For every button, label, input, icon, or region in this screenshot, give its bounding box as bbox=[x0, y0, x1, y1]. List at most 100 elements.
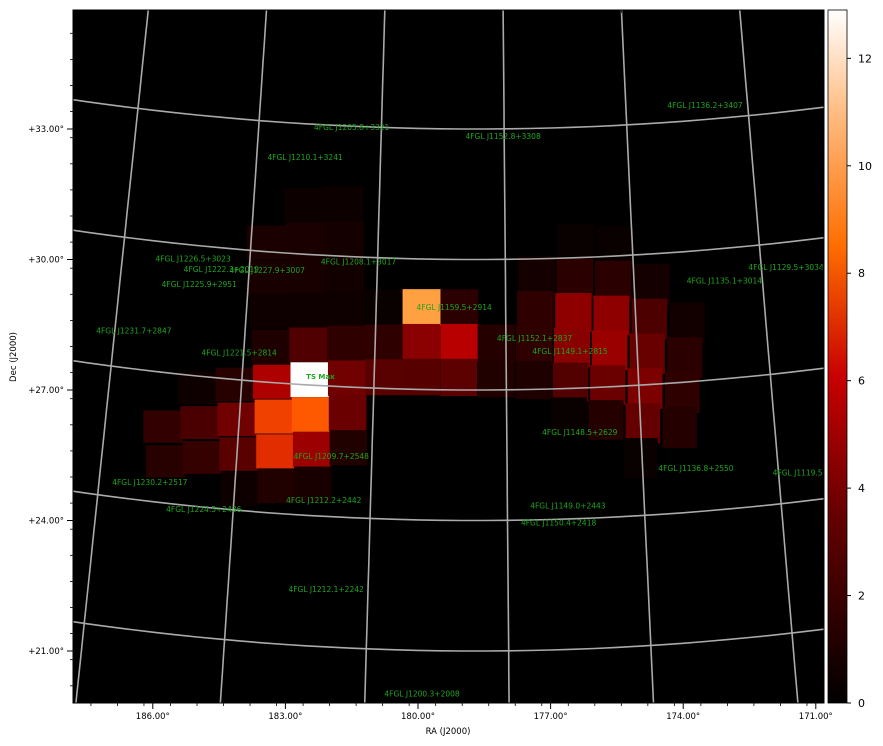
source-label: 4FGL J1129.5+3034 bbox=[748, 263, 824, 272]
heatmap-pixel bbox=[328, 395, 367, 431]
source-label: 4FGL J1135.1+3014 bbox=[687, 277, 763, 286]
colorbar-ticks: 0 2 4 6 8 10 12 bbox=[847, 52, 872, 710]
source-label: 4FGL J1136.8+2550 bbox=[658, 464, 734, 473]
heatmap-pixel bbox=[664, 372, 700, 414]
heatmap-pixel bbox=[594, 260, 632, 301]
heatmap-pixel bbox=[365, 359, 403, 396]
x-tick-label: 177.00° bbox=[534, 712, 568, 722]
heatmap-pixel bbox=[478, 324, 516, 363]
heatmap-pixel bbox=[246, 225, 287, 260]
heatmap-pixel bbox=[590, 365, 626, 405]
heatmap-pixel bbox=[324, 221, 364, 257]
heatmap-pixel bbox=[551, 397, 587, 437]
heatmap-pixel bbox=[323, 186, 364, 222]
heatmap-pixel bbox=[286, 257, 327, 293]
dec-gridline bbox=[73, 98, 824, 130]
source-label: 4FGL J1136.2+3407 bbox=[667, 101, 743, 110]
heatmap-pixel bbox=[327, 325, 366, 362]
source-label: 4FGL J1119.5+2557 bbox=[773, 469, 849, 478]
y-tick-label: +24.00° bbox=[28, 517, 64, 527]
heatmap-pixel bbox=[217, 402, 257, 437]
colorbar-tick-label: 10 bbox=[858, 160, 872, 173]
colorbar-tick-label: 0 bbox=[858, 697, 865, 710]
y-tick-label: +21.00° bbox=[28, 647, 64, 657]
heatmap-pixel bbox=[440, 323, 478, 362]
dec-gridline bbox=[73, 490, 824, 522]
source-label: 4FGL J1152.8+3308 bbox=[465, 132, 541, 141]
source-label: 4FGL J1149.1+2815 bbox=[532, 347, 608, 356]
source-labels: 4FGL J1136.2+3407 4FGL J1205.8+3321 4FGL J… bbox=[96, 101, 849, 699]
heatmap-pixel bbox=[289, 327, 328, 363]
source-label: 4FGL J1231.7+2847 bbox=[96, 326, 172, 335]
heatmap-pixel bbox=[402, 289, 441, 326]
heatmap-pixel bbox=[623, 437, 658, 479]
heatmap-pixel bbox=[257, 469, 296, 504]
heatmap-pixel bbox=[329, 430, 367, 466]
heatmap-pixel bbox=[219, 437, 258, 471]
source-label: 4FGL J1150.4+2418 bbox=[521, 518, 597, 527]
heatmap-pixel bbox=[325, 256, 365, 292]
heatmap-pixel bbox=[627, 368, 663, 409]
source-label: 4FGL J1205.8+3321 bbox=[314, 123, 390, 132]
heatmap-pixel bbox=[248, 260, 289, 295]
heatmap-pixel bbox=[326, 290, 365, 327]
source-label: 4FGL J1208.1+3017 bbox=[321, 258, 397, 267]
colorbar-tick-label: 12 bbox=[858, 52, 872, 65]
heatmap-pixel bbox=[669, 302, 706, 344]
heatmap-pixel bbox=[256, 434, 295, 469]
source-label: 4FGL J1159.5+2914 bbox=[416, 303, 492, 312]
source-label: 4FGL J1212.2+2442 bbox=[286, 496, 362, 505]
heatmap-pixel bbox=[364, 324, 403, 361]
heatmap-pixel bbox=[555, 293, 592, 333]
ra-gridline bbox=[620, 10, 655, 703]
source-label: 4FGL J1221.5+2814 bbox=[202, 349, 278, 358]
y-axis-ticks: +33.00° +30.00° +27.00° +24.00° +21.00° bbox=[28, 32, 824, 687]
source-label: 4FGL J1226.5+3023 bbox=[155, 254, 231, 263]
heatmap-pixel bbox=[588, 400, 624, 440]
heatmap-pixel bbox=[251, 329, 291, 365]
x-tick-label: 186.00° bbox=[136, 712, 170, 722]
source-label: 4FGL J1225.9+2951 bbox=[162, 280, 238, 289]
coordinate-grid bbox=[73, 10, 824, 703]
y-tick-label: +27.00° bbox=[28, 386, 64, 396]
heatmap-pixel bbox=[145, 445, 186, 478]
source-label: 4FGL J1209.7+2548 bbox=[294, 452, 370, 461]
ts-max-label: TS Max bbox=[306, 373, 335, 381]
heatmap-pixel bbox=[364, 289, 403, 326]
heatmap-pixel bbox=[517, 256, 556, 295]
heatmap-pixel bbox=[249, 295, 290, 330]
plot-frame bbox=[72, 9, 825, 704]
heatmap-pixel bbox=[591, 330, 628, 371]
source-label: 4FGL J1230.2+2517 bbox=[112, 478, 188, 487]
heatmap-pixel bbox=[284, 188, 325, 224]
source-label: 4FGL J1152.1+2837 bbox=[497, 334, 573, 343]
source-label: 4FGL J1222.3+2019 bbox=[184, 265, 260, 274]
heatmap-pixel bbox=[625, 403, 661, 444]
heatmap-pixel bbox=[402, 323, 441, 361]
heatmap-pixel bbox=[180, 406, 220, 440]
x-tick-label: 174.00° bbox=[666, 712, 700, 722]
ra-gridline bbox=[363, 10, 386, 703]
heatmap-pixel bbox=[556, 258, 594, 298]
heatmap-pixel bbox=[667, 337, 703, 379]
heatmap-pixel bbox=[327, 360, 366, 396]
y-axis-title: Dec (J2000) bbox=[9, 332, 19, 382]
heatmap-pixel bbox=[593, 295, 630, 336]
heatmap-pixel bbox=[291, 397, 330, 432]
colorbar-tick-label: 2 bbox=[858, 590, 865, 603]
source-label: 4FGL J1210.1+3241 bbox=[267, 153, 343, 162]
heatmap-pixel bbox=[143, 410, 183, 443]
heatmap-pixel bbox=[440, 289, 479, 327]
ra-gridline bbox=[75, 10, 150, 703]
heatmap-pixel bbox=[215, 367, 255, 402]
colorbar-tick-label: 6 bbox=[858, 375, 865, 388]
heatmap-pixel bbox=[221, 472, 260, 506]
heatmap-pixel bbox=[517, 291, 554, 330]
heatmap-pixel bbox=[662, 406, 697, 448]
x-axis-title: RA (J2000) bbox=[426, 727, 471, 737]
heatmap-pixel bbox=[553, 327, 591, 367]
heatmap-pixel bbox=[477, 359, 515, 398]
source-label: 4FGL J1224.5+2436 bbox=[166, 505, 242, 514]
source-label: 4FGL J1200.3+2008 bbox=[384, 690, 460, 699]
y-tick-label: +30.00° bbox=[28, 256, 64, 266]
